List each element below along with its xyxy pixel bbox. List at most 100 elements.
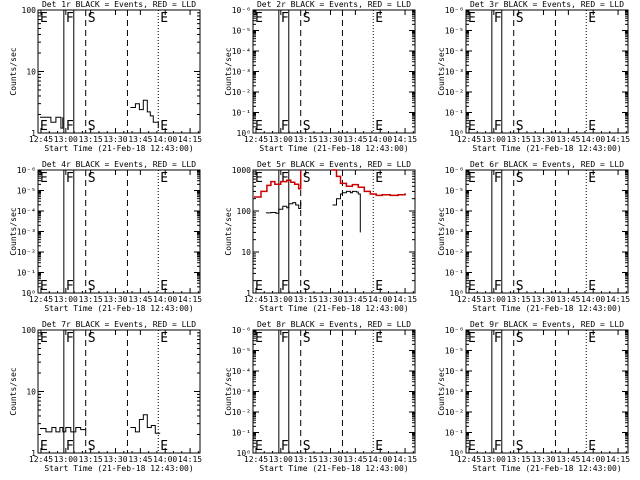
y-tick-label: 10⁻² <box>445 88 464 97</box>
x-tick-label: 12:45 <box>29 455 53 464</box>
y-tick-label: 10⁻³ <box>445 228 464 237</box>
x-tick-label: 13:15 <box>79 455 103 464</box>
marker-label-bottom: F <box>66 119 74 134</box>
y-tick-label: 10⁰ <box>450 449 464 458</box>
marker-label-bottom: S <box>303 279 311 294</box>
y-tick-label: 10⁻¹ <box>232 429 251 438</box>
marker-label-bottom: F <box>66 439 74 454</box>
marker-label-bottom: E <box>255 439 263 454</box>
y-axis-label: Counts/sec <box>224 367 233 415</box>
marker-label-bottom: S <box>303 439 311 454</box>
x-tick-label: 14:00 <box>368 455 392 464</box>
x-tick-label: 14:00 <box>153 135 177 144</box>
x-tick-label: 13:30 <box>318 135 342 144</box>
y-tick-label: 10⁰ <box>237 129 251 138</box>
x-tick-label: 14:15 <box>178 135 202 144</box>
x-tick-label: 13:30 <box>531 455 555 464</box>
y-tick-label: 10⁻⁵ <box>445 27 464 36</box>
x-tick-label: 13:00 <box>482 295 506 304</box>
panel-title: Det 2r BLACK = Events, RED = LLD <box>257 0 411 9</box>
y-tick-label: 10⁻² <box>232 408 251 417</box>
marker-label-top: F <box>281 331 289 346</box>
marker-label-top: E <box>588 331 596 346</box>
marker-label-top: S <box>88 331 96 346</box>
x-axis-label: Start Time (21-Feb-18 12:43:00) <box>259 144 408 153</box>
marker-label-bottom: S <box>516 439 524 454</box>
plot-frame <box>465 329 629 454</box>
x-tick-label: 13:45 <box>128 295 152 304</box>
y-tick-label: 10⁻⁶ <box>445 326 464 335</box>
marker-label-top: E <box>468 171 476 186</box>
y-tick-label: 10⁻³ <box>232 388 251 397</box>
marker-label-top: E <box>468 331 476 346</box>
y-tick-label: 100 <box>22 326 37 335</box>
marker-label-bottom: E <box>588 439 596 454</box>
marker-label-bottom: E <box>468 439 476 454</box>
marker-label-bottom: E <box>160 279 168 294</box>
x-tick-label: 14:15 <box>178 455 202 464</box>
y-tick-label: 10⁰ <box>22 289 36 298</box>
x-tick-label: 13:15 <box>507 455 531 464</box>
y-axis-label: Counts/sec <box>437 367 446 415</box>
x-tick-label: 13:30 <box>103 135 127 144</box>
marker-label-top: E <box>588 171 596 186</box>
x-tick-label: 13:15 <box>294 295 318 304</box>
x-tick-label: 12:45 <box>244 455 268 464</box>
y-axis-label: Counts/sec <box>224 47 233 95</box>
x-tick-label: 13:45 <box>343 455 367 464</box>
y-tick-label: 10⁻³ <box>445 68 464 77</box>
y-tick-label: 10⁻⁶ <box>232 6 251 15</box>
marker-label-bottom: S <box>88 119 96 134</box>
x-tick-label: 13:15 <box>294 455 318 464</box>
y-tick-label: 10⁻¹ <box>445 429 464 438</box>
y-tick-label: 10⁻² <box>17 248 36 257</box>
y-tick-label: 100 <box>237 207 252 216</box>
x-tick-label: 13:45 <box>343 295 367 304</box>
y-tick-label: 10⁻⁶ <box>445 166 464 175</box>
y-tick-label: 10⁻³ <box>445 388 464 397</box>
x-tick-label: 14:15 <box>606 455 630 464</box>
y-tick-label: 10 <box>241 248 251 257</box>
marker-label-bottom: F <box>494 119 502 134</box>
y-tick-label: 10⁻⁴ <box>232 367 251 376</box>
x-tick-label: 13:00 <box>482 455 506 464</box>
x-tick-label: 14:00 <box>153 455 177 464</box>
y-tick-label: 10⁻⁵ <box>232 27 251 36</box>
marker-label-bottom: E <box>375 279 383 294</box>
marker-label-top: F <box>66 11 74 26</box>
x-axis-label: Start Time (21-Feb-18 12:43:00) <box>259 304 408 313</box>
x-tick-label: 14:15 <box>393 455 417 464</box>
marker-label-bottom: S <box>303 119 311 134</box>
y-axis-label: Counts/sec <box>224 207 233 255</box>
marker-label-top: E <box>160 331 168 346</box>
y-tick-label: 10⁻¹ <box>445 109 464 118</box>
x-tick-label: 14:15 <box>393 295 417 304</box>
marker-label-bottom: S <box>516 119 524 134</box>
series-line-1 <box>40 99 159 129</box>
x-tick-label: 12:45 <box>457 135 481 144</box>
plot-frame <box>252 169 416 294</box>
x-tick-label: 13:15 <box>79 135 103 144</box>
marker-label-bottom: F <box>494 439 502 454</box>
y-tick-label: 10⁻⁶ <box>232 326 251 335</box>
x-tick-label: 12:45 <box>29 135 53 144</box>
x-tick-label: 13:00 <box>54 295 78 304</box>
panel-1: Det 1r BLACK = Events, RED = LLD 12:45 13:… <box>9 0 202 153</box>
series-line-1 <box>265 190 361 233</box>
marker-label-top: F <box>494 171 502 186</box>
marker-label-bottom: S <box>88 279 96 294</box>
plot-frame <box>37 9 201 134</box>
y-axis-label: Counts/sec <box>9 207 18 255</box>
panel-title: Det 1r BLACK = Events, RED = LLD <box>42 0 196 9</box>
y-tick-label: 10⁻¹ <box>445 269 464 278</box>
marker-label-bottom: E <box>255 279 263 294</box>
y-tick-label: 10⁻⁵ <box>445 187 464 196</box>
y-tick-label: 10⁻³ <box>17 228 36 237</box>
marker-label-bottom: S <box>88 439 96 454</box>
x-axis-label: Start Time (21-Feb-18 12:43:00) <box>44 144 193 153</box>
marker-label-bottom: E <box>468 279 476 294</box>
x-tick-label: 14:00 <box>581 135 605 144</box>
